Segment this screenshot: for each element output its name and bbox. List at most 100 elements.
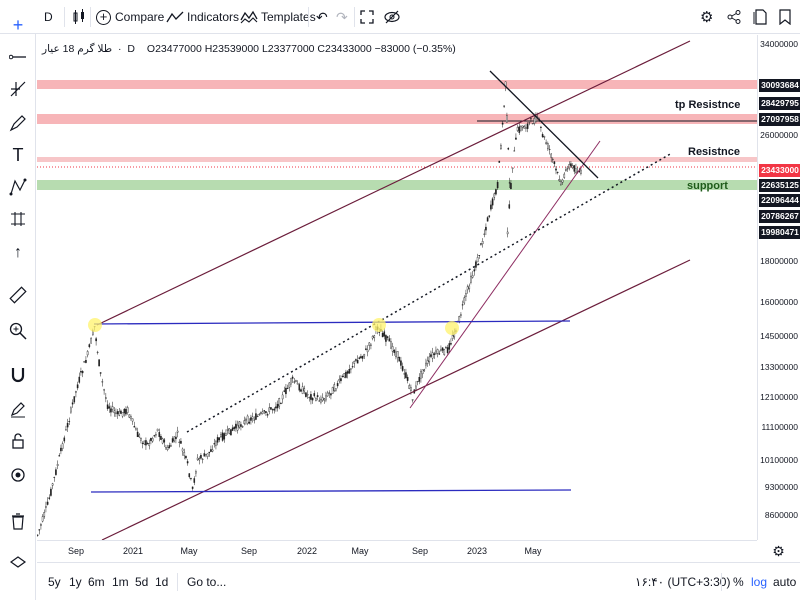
templates-button[interactable]: Templates	[240, 0, 316, 34]
eye-icon	[11, 468, 25, 482]
price-tag-s4[interactable]: 19980471	[759, 226, 800, 239]
interval-button[interactable]: D	[44, 0, 53, 34]
time-axis[interactable]: Sep 2021 May Sep 2022 May Sep 2023 May	[37, 540, 757, 562]
candle-body	[361, 355, 364, 359]
candle-body	[433, 353, 436, 355]
candle-body	[511, 167, 514, 169]
price-tag-r2[interactable]: 28429795	[759, 97, 800, 110]
arrow-up-icon: ↑	[14, 244, 22, 261]
candle-body	[438, 353, 441, 355]
trend-line-tool[interactable]	[0, 44, 36, 70]
price-tag-s2[interactable]: 22096444	[759, 194, 800, 207]
candle-body	[220, 434, 222, 438]
magnet-tool[interactable]	[0, 362, 36, 388]
horizontal-line-upper[interactable]	[93, 320, 571, 325]
log-toggle[interactable]: log	[751, 575, 768, 589]
candle-body	[83, 361, 86, 363]
price-tag-r1[interactable]: 30093684	[759, 79, 800, 92]
highlight-marker[interactable]	[372, 318, 386, 332]
snapshot-button[interactable]	[753, 0, 767, 34]
candle-body	[321, 397, 324, 401]
price-tag-s1[interactable]: 22635125	[759, 179, 800, 192]
auto-toggle[interactable]: auto	[773, 575, 797, 589]
undo-button[interactable]: ↶	[316, 0, 328, 34]
candle-body	[400, 360, 402, 366]
last-price-tag[interactable]: 23433000	[759, 164, 800, 177]
range-5y[interactable]: 5y	[48, 575, 61, 589]
legend-separator: ·	[117, 43, 122, 55]
dotted-trend-line[interactable]	[186, 152, 673, 433]
horizontal-line-lower[interactable]	[90, 489, 572, 493]
highlight-marker[interactable]	[445, 321, 459, 335]
range-6m[interactable]: 6m	[88, 575, 105, 589]
candle-body	[335, 388, 337, 391]
fullscreen-button[interactable]	[360, 0, 374, 34]
compare-button[interactable]: + Compare	[96, 0, 164, 34]
icons-tool[interactable]: ↑	[0, 240, 36, 266]
lock-drawings-tool[interactable]	[0, 428, 36, 454]
candle-body	[323, 398, 326, 401]
resistance-band-top[interactable]	[37, 80, 757, 89]
stay-drawing-tool[interactable]	[0, 396, 36, 422]
crosshair-tool[interactable]: +	[0, 12, 36, 38]
layers-tool[interactable]	[0, 550, 36, 576]
hide-drawings-button[interactable]	[384, 0, 400, 34]
text-tool[interactable]: T	[0, 142, 36, 168]
candle-body	[385, 335, 387, 342]
resistance-band-tp[interactable]	[37, 114, 757, 124]
falling-trend-line[interactable]	[489, 70, 599, 179]
hide-tool[interactable]	[0, 462, 36, 488]
pattern-tool[interactable]	[0, 174, 36, 200]
highlight-marker[interactable]	[88, 318, 102, 332]
candle-body	[318, 400, 321, 402]
candle-body	[160, 436, 162, 440]
candle-body	[575, 168, 577, 174]
range-1m[interactable]: 1m	[112, 575, 129, 589]
candle-body	[333, 384, 336, 391]
support-band[interactable]	[37, 180, 757, 190]
candle-body	[120, 410, 122, 414]
candle-body	[303, 388, 306, 392]
share-icon	[727, 10, 741, 24]
ruler-tool[interactable]	[0, 282, 36, 308]
percent-toggle[interactable]: %	[733, 575, 744, 589]
gear-icon: ⚙	[700, 9, 714, 26]
axis-settings-button[interactable]: ⚙	[757, 540, 800, 562]
price-tag-s3[interactable]: 20786267	[759, 210, 800, 223]
eye-crossed-icon	[384, 10, 400, 24]
channel-lower-line[interactable]	[101, 259, 691, 540]
rising-trend-line[interactable]	[409, 140, 601, 409]
candle-body	[470, 275, 472, 283]
timezone-clock[interactable]: ۱۶:۴۰ (UTC+3:30)	[635, 575, 731, 589]
bar-style-button[interactable]	[72, 0, 86, 34]
resistance-band[interactable]	[37, 157, 757, 162]
price-axis[interactable]: 34000000 26000000 24000000 18000000 1600…	[757, 35, 800, 540]
resistance-label[interactable]: Resistnce	[688, 146, 740, 158]
range-1d[interactable]: 1d	[155, 575, 169, 589]
remove-drawings-tool[interactable]	[0, 508, 36, 534]
symbol-name[interactable]: طلا گرم 18 عیار	[42, 43, 113, 55]
channel-upper-line[interactable]	[96, 40, 691, 326]
tp-resistance-label[interactable]: tp Resistnce	[675, 99, 741, 111]
candle-body	[153, 435, 156, 437]
indicators-button[interactable]: Indicators	[166, 0, 239, 34]
redo-button[interactable]: ↷	[336, 0, 348, 34]
prediction-tool[interactable]	[0, 206, 36, 232]
bottom-divider	[721, 573, 722, 591]
price-chart[interactable]	[37, 35, 757, 540]
chart-pane[interactable]: طلا گرم 18 عیار · D O23477000 H23539000 …	[37, 35, 757, 540]
save-chart-button[interactable]	[778, 0, 792, 34]
support-label[interactable]: support	[687, 180, 728, 192]
price-tag-r3[interactable]: 27097958	[759, 113, 800, 126]
range-5d[interactable]: 5d	[135, 575, 149, 589]
fib-tool[interactable]	[0, 76, 36, 102]
brush-tool[interactable]	[0, 110, 36, 136]
goto-button[interactable]: Go to...	[187, 575, 227, 589]
share-button[interactable]	[727, 0, 741, 34]
candle-body	[418, 376, 421, 382]
zoom-tool[interactable]	[0, 318, 36, 344]
candle-body	[191, 486, 194, 489]
settings-button[interactable]: ⚙	[700, 0, 713, 34]
candle-body	[56, 464, 59, 467]
range-1y[interactable]: 1y	[69, 575, 82, 589]
